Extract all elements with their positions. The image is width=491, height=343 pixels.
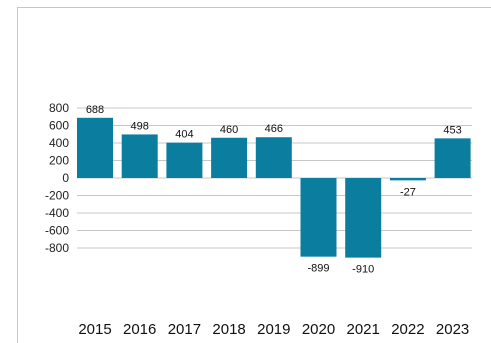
- y-tick-label: -200: [45, 189, 69, 203]
- x-tick-label: 2018: [212, 321, 245, 338]
- y-tick-label: 400: [49, 136, 69, 150]
- bar-2019: [255, 137, 292, 178]
- x-tick-label: 2019: [257, 321, 290, 338]
- x-tick-label: 2020: [302, 321, 335, 338]
- bar-2020: [300, 178, 337, 257]
- x-tick-label: 2015: [78, 321, 111, 338]
- bar-2023: [434, 138, 471, 178]
- data-label: -27: [400, 186, 416, 198]
- x-tick-label: 2021: [347, 321, 380, 338]
- data-label: -910: [352, 264, 374, 276]
- data-label: -899: [307, 263, 329, 275]
- y-tick-label: -800: [45, 241, 69, 255]
- y-tick-label: -400: [45, 206, 69, 220]
- y-tick-label: 600: [49, 119, 69, 133]
- y-tick-label: 200: [49, 154, 69, 168]
- x-axis-ticks: 2015 2016 2017 2018 2019 2020 2021 2022 2023: [78, 321, 469, 338]
- x-tick-label: 2023: [436, 321, 469, 338]
- y-tick-label: -600: [45, 224, 69, 238]
- data-label: 460: [220, 124, 238, 136]
- data-labels: 688 498 404 460 466 -899 -910 -27 453: [86, 104, 462, 276]
- data-label: 453: [443, 124, 461, 136]
- bar-2021: [345, 178, 382, 258]
- bar-2022: [389, 178, 426, 181]
- bars: [77, 117, 471, 258]
- y-tick-label: 800: [49, 101, 69, 115]
- x-tick-label: 2016: [123, 321, 156, 338]
- y-tick-label: 0: [62, 171, 69, 185]
- x-tick-label: 2022: [391, 321, 424, 338]
- bar-2015: [77, 117, 113, 178]
- bar-2018: [211, 137, 248, 178]
- y-axis-ticks: 800 600 400 200 0 -200 -400 -600 -800: [45, 101, 69, 255]
- bar-2016: [121, 134, 158, 178]
- bar-2017: [166, 142, 203, 178]
- x-tick-label: 2017: [168, 321, 201, 338]
- data-label: 498: [131, 120, 149, 132]
- data-label: 466: [265, 123, 283, 135]
- data-label: 404: [175, 129, 193, 141]
- data-label: 688: [86, 104, 104, 116]
